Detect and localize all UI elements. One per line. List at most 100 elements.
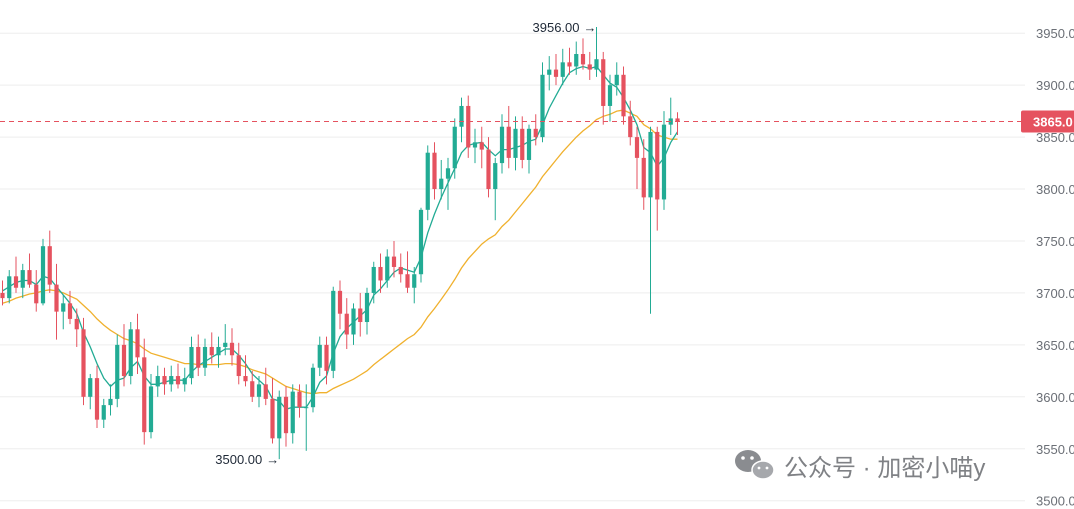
y-tick-label: 3750.0: [1036, 234, 1074, 249]
candle-up: [40, 238, 46, 306]
candle-down: [243, 355, 248, 387]
candle-body: [0, 292, 5, 299]
candle-body: [621, 74, 626, 117]
candle-body: [196, 346, 201, 368]
candle-up: [439, 159, 444, 200]
candle-down: [135, 313, 140, 374]
candle-down: [378, 253, 383, 293]
candle-body: [40, 246, 46, 304]
price-axis[interactable]: 3500.0 3550.0 3600.0 3650.0 3700.0 3750.0 3800…: [1036, 26, 1074, 508]
candle-body: [331, 290, 336, 371]
candle-body: [567, 62, 572, 67]
y-tick-label: 3800.0: [1036, 182, 1074, 197]
candle-body: [655, 131, 660, 200]
candle-body: [574, 54, 579, 67]
candle-up: [202, 338, 208, 377]
candle-up: [169, 365, 174, 392]
candle-body: [74, 318, 79, 330]
candle-down: [236, 342, 241, 385]
candle-body: [675, 118, 680, 122]
candle-up: [459, 97, 464, 143]
candle-body: [614, 74, 619, 86]
candle-down: [196, 334, 201, 377]
candle-body: [182, 378, 187, 385]
candle-down: [121, 324, 127, 387]
moving-averages: [2, 65, 679, 411]
candle-down: [337, 280, 343, 330]
candle-body: [432, 152, 437, 190]
candle-down: [27, 253, 32, 288]
candles: [0, 27, 680, 460]
y-tick-label: 3950.0: [1036, 26, 1074, 41]
high-marker: 3956.00 →: [533, 20, 597, 35]
candle-down: [47, 230, 52, 293]
candle-body: [378, 266, 383, 281]
candle-body: [277, 396, 282, 439]
candle-body: [364, 292, 370, 323]
candle-body: [223, 342, 228, 347]
candle-up: [351, 303, 356, 345]
y-tick-label: 3550.0: [1036, 442, 1074, 457]
candle-body: [263, 384, 268, 399]
candle-body: [81, 329, 86, 397]
candle-body: [175, 376, 181, 385]
candle-body: [88, 378, 93, 397]
wechat-icon: [735, 450, 775, 480]
candle-body: [47, 246, 52, 285]
candle-body: [297, 391, 302, 408]
candle-up: [304, 384, 309, 451]
candle-down: [621, 66, 626, 125]
candle-up: [128, 322, 133, 385]
candle-body: [418, 209, 424, 275]
candle-up: [101, 398, 106, 428]
candle-body: [283, 396, 289, 434]
candle-down: [533, 114, 538, 146]
candle-body: [94, 378, 100, 420]
candle-body: [459, 105, 464, 127]
candle-down: [486, 137, 491, 198]
candle-body: [526, 128, 532, 160]
candle-body: [601, 59, 606, 106]
candle-down: [34, 270, 39, 312]
ma-fast-line: [2, 65, 679, 411]
candle-body: [540, 74, 545, 138]
candle-up: [223, 324, 228, 356]
candle-up: [385, 249, 390, 288]
candle-up: [540, 62, 545, 143]
candle-body: [128, 329, 133, 377]
candle-down: [13, 256, 19, 293]
candle-up: [310, 363, 316, 413]
candle-up: [371, 261, 376, 304]
candle-up: [472, 128, 478, 164]
candle-up: [182, 367, 187, 392]
current-price-tag: 3865.0: [1021, 110, 1074, 133]
candle-down: [655, 126, 660, 231]
candle-up: [574, 41, 579, 75]
candle-up: [189, 336, 194, 385]
candle-body: [155, 376, 160, 387]
candle-body: [54, 284, 59, 312]
candle-down: [263, 367, 268, 406]
candle-body: [661, 124, 667, 200]
candle-body: [101, 405, 106, 420]
candle-up: [155, 365, 160, 397]
low-arrow-icon: →: [266, 452, 279, 467]
candle-up: [216, 336, 221, 368]
candle-up: [668, 97, 673, 136]
candle-body: [560, 62, 565, 77]
candle-body: [493, 163, 498, 190]
candle-up: [88, 373, 93, 410]
candle-up: [648, 126, 653, 314]
candle-down: [270, 378, 275, 444]
candle-down: [283, 386, 289, 447]
candle-down: [209, 332, 214, 364]
candle-down: [479, 126, 484, 169]
candle-body: [304, 407, 309, 409]
candle-body: [466, 105, 471, 148]
candle-body: [236, 355, 241, 377]
candle-body: [216, 346, 221, 356]
candle-body: [189, 346, 194, 379]
candle-body: [135, 329, 140, 358]
candle-down: [344, 298, 349, 350]
